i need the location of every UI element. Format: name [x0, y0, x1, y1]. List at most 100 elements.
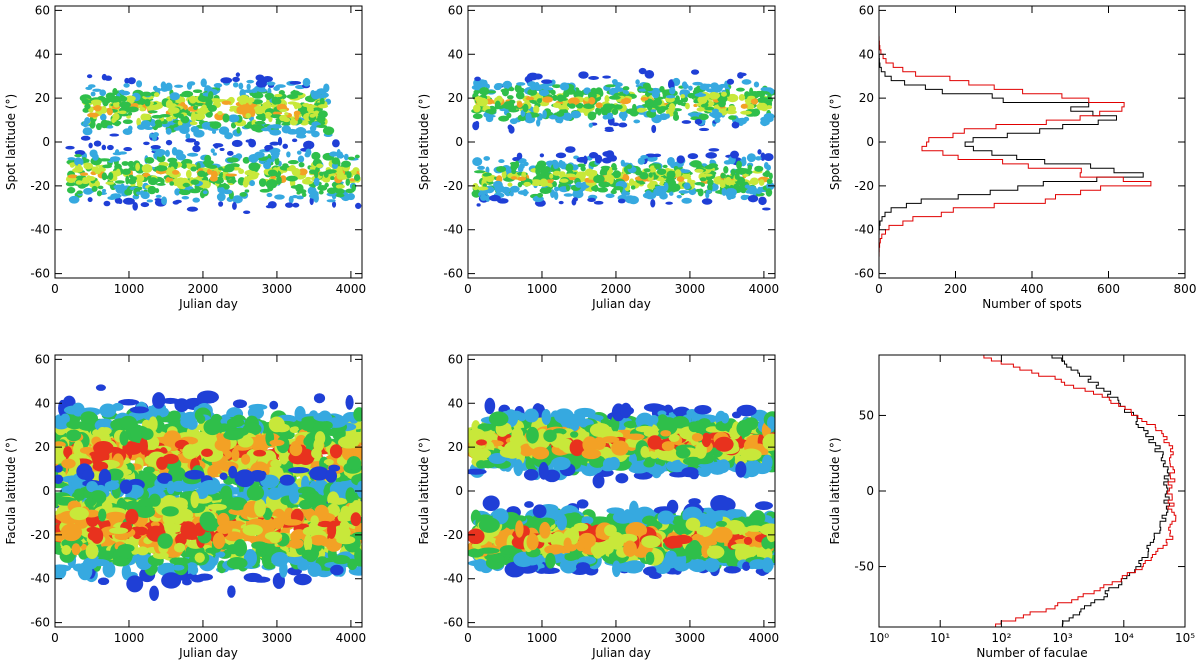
contour-blob	[648, 172, 653, 178]
contour-blob	[638, 67, 647, 75]
facula-contour-middle: 0 1000 2000 3000 4000-60-40-200204060Julian …	[417, 352, 779, 660]
contour-blob	[245, 139, 251, 143]
contour-blob	[263, 111, 273, 119]
contour-blob	[708, 148, 720, 152]
contour-blob	[605, 150, 615, 159]
contour-blob	[505, 192, 510, 197]
contour-blob	[185, 169, 192, 179]
contour-blob	[193, 105, 198, 111]
contour-blob	[66, 420, 84, 430]
contour-blob	[161, 506, 179, 517]
contour-blob	[218, 201, 224, 207]
contour-blob	[161, 87, 169, 92]
contour-blob	[501, 170, 507, 179]
contour-blob	[680, 94, 686, 99]
contour-blob	[485, 166, 490, 174]
contour-blob	[114, 121, 120, 127]
contour-blob	[185, 138, 197, 143]
contour-blob	[193, 141, 200, 146]
contour-blob	[63, 446, 73, 458]
contour-blob	[724, 176, 732, 186]
y-tick-label: 20	[859, 91, 874, 105]
contour-blob	[207, 503, 227, 511]
contour-blob	[611, 108, 619, 115]
contour-blob	[694, 168, 704, 173]
contour-blob	[628, 178, 635, 187]
contour-blob	[494, 83, 504, 88]
contour-blob	[255, 114, 266, 120]
contour-blob	[244, 124, 254, 129]
contour-blob	[762, 171, 772, 177]
contour-blob	[345, 178, 351, 186]
contour-blob	[757, 186, 762, 193]
contour-blob	[555, 152, 567, 159]
contour-blob	[157, 152, 163, 158]
contour-blob	[509, 118, 518, 125]
contour-blob	[667, 80, 675, 90]
contour-blob	[139, 190, 145, 196]
contour-blob	[531, 446, 550, 460]
y-axis-label: Spot latitude (°)	[417, 94, 431, 190]
contour-blob	[623, 420, 639, 429]
contour-blob	[217, 110, 223, 116]
contour-blob	[699, 127, 710, 132]
contour-blob	[766, 416, 775, 429]
contour-blob	[553, 161, 560, 170]
contour-blob	[678, 190, 690, 194]
contour-blob	[639, 171, 649, 180]
contour-blob	[309, 466, 330, 481]
contour-blob	[136, 80, 143, 88]
contour-blob	[65, 145, 75, 150]
contour-blob	[242, 524, 263, 536]
contour-blob	[331, 201, 337, 208]
contour-blob	[209, 175, 218, 182]
contour-blob	[478, 87, 490, 96]
contour-blob	[576, 156, 588, 163]
contour-blob	[242, 179, 249, 188]
contour-blob	[75, 175, 83, 180]
contour-blob	[139, 437, 149, 455]
contour-blob	[523, 468, 539, 481]
x-tick-label: 1000	[114, 631, 145, 645]
contour-blob	[260, 517, 276, 535]
contour-blob	[119, 430, 129, 446]
contour-blob	[84, 103, 91, 110]
contour-blob	[317, 184, 328, 191]
y-tick-label: 0	[42, 484, 50, 498]
contour-blob	[80, 411, 98, 424]
contour-blob	[220, 77, 233, 84]
y-tick-label: -60	[30, 616, 50, 630]
contour-blob	[543, 429, 557, 443]
contour-blob	[601, 157, 612, 164]
contour-blob	[597, 187, 609, 193]
contour-blob	[517, 114, 527, 122]
contour-blob	[194, 552, 205, 563]
contour-blob	[476, 203, 481, 207]
spot-contour-left: 0 1000 2000 3000 4000-60-40-200204060Julian …	[4, 3, 366, 311]
contour-blob	[538, 89, 550, 97]
contour-blob	[140, 202, 150, 208]
contour-blob	[474, 120, 480, 127]
contour-blob	[297, 561, 310, 571]
contour-blob	[758, 179, 765, 186]
contour-blob	[87, 112, 99, 118]
x-tick-label: 0	[464, 282, 472, 296]
contour-blob	[317, 110, 328, 118]
contour-blob	[723, 165, 729, 174]
contour-blob	[153, 87, 162, 92]
contour-blob	[557, 115, 564, 124]
contour-blob	[92, 461, 109, 472]
contour-blob	[320, 421, 333, 430]
contour-blob	[201, 517, 221, 532]
contour-blob	[313, 177, 320, 187]
y-tick-label: 60	[35, 3, 50, 17]
contour-blob	[676, 194, 682, 199]
contour-blob	[601, 436, 620, 443]
contour-blob	[763, 162, 769, 169]
contour-blob	[665, 201, 673, 205]
contour-blob	[552, 84, 562, 89]
contour-blob	[480, 94, 487, 99]
contour-blob	[477, 423, 493, 432]
contour-blob	[332, 482, 347, 491]
contour-blob	[129, 406, 149, 414]
